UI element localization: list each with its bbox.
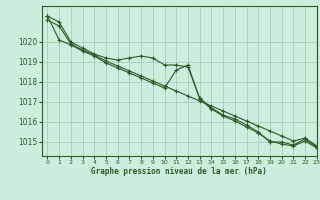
X-axis label: Graphe pression niveau de la mer (hPa): Graphe pression niveau de la mer (hPa): [91, 167, 267, 176]
